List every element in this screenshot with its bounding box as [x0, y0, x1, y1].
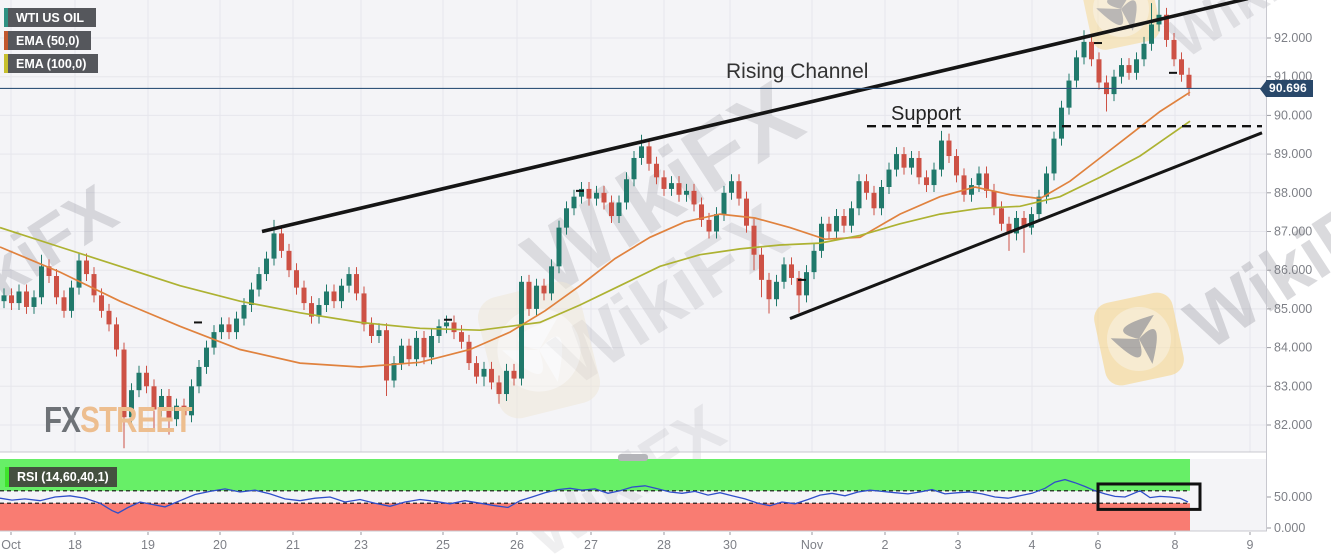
svg-text:0.000: 0.000 — [1274, 521, 1305, 535]
svg-text:90.000: 90.000 — [1274, 108, 1312, 122]
svg-text:25: 25 — [436, 538, 450, 552]
rsi-label-text: RSI (14,60,40,1) — [17, 470, 109, 484]
svg-text:28: 28 — [657, 538, 671, 552]
legend-ema50-label: EMA (50,0) — [16, 33, 80, 48]
support-label: Support — [891, 103, 962, 125]
rsi-indicator-label[interactable]: RSI (14,60,40,1) — [5, 467, 117, 487]
svg-text:82.000: 82.000 — [1274, 418, 1312, 432]
fxstreet-logo-fx: FX — [44, 399, 81, 440]
svg-text:92.000: 92.000 — [1274, 31, 1312, 45]
svg-text:18: 18 — [68, 538, 82, 552]
price-badge-arrow-icon — [1260, 80, 1266, 97]
legend-item-ema100[interactable]: EMA (100,0) — [4, 54, 99, 73]
svg-text:23: 23 — [354, 538, 368, 552]
svg-text:89.000: 89.000 — [1274, 147, 1312, 161]
price-badge-value: 90.696 — [1266, 80, 1313, 97]
svg-text:84.000: 84.000 — [1274, 341, 1312, 355]
svg-text:4: 4 — [1029, 538, 1036, 552]
svg-text:Oct: Oct — [1, 538, 21, 552]
svg-text:19: 19 — [141, 538, 155, 552]
legend-item-symbol[interactable]: WTI US OIL — [4, 8, 97, 27]
svg-text:30: 30 — [723, 538, 737, 552]
svg-text:20: 20 — [213, 538, 227, 552]
fxstreet-logo-street: STREET — [80, 399, 192, 440]
rising-channel-label: Rising Channel — [726, 60, 869, 83]
svg-text:50.000: 50.000 — [1274, 490, 1312, 504]
svg-text:88.000: 88.000 — [1274, 186, 1312, 200]
svg-text:87.000: 87.000 — [1274, 225, 1312, 239]
svg-text:2: 2 — [882, 538, 889, 552]
svg-text:Nov: Nov — [801, 538, 824, 552]
svg-text:86.000: 86.000 — [1274, 263, 1312, 277]
svg-text:21: 21 — [286, 538, 300, 552]
fxstreet-logo: FXSTREET — [44, 399, 192, 441]
svg-text:83.000: 83.000 — [1274, 379, 1312, 393]
svg-text:3: 3 — [955, 538, 962, 552]
legend-item-ema50[interactable]: EMA (50,0) — [4, 31, 92, 50]
legend-symbol-label: WTI US OIL — [16, 10, 85, 25]
svg-text:8: 8 — [1172, 538, 1179, 552]
svg-text:6: 6 — [1095, 538, 1102, 552]
svg-text:85.000: 85.000 — [1274, 302, 1312, 316]
scrollbar-thumb[interactable] — [618, 454, 648, 461]
svg-text:9: 9 — [1247, 538, 1254, 552]
legend: WTI US OIL EMA (50,0) EMA (100,0) — [4, 8, 99, 77]
current-price-badge: 90.696 — [1260, 80, 1313, 97]
legend-ema100-label: EMA (100,0) — [16, 56, 87, 71]
svg-text:27: 27 — [584, 538, 598, 552]
svg-text:26: 26 — [510, 538, 524, 552]
